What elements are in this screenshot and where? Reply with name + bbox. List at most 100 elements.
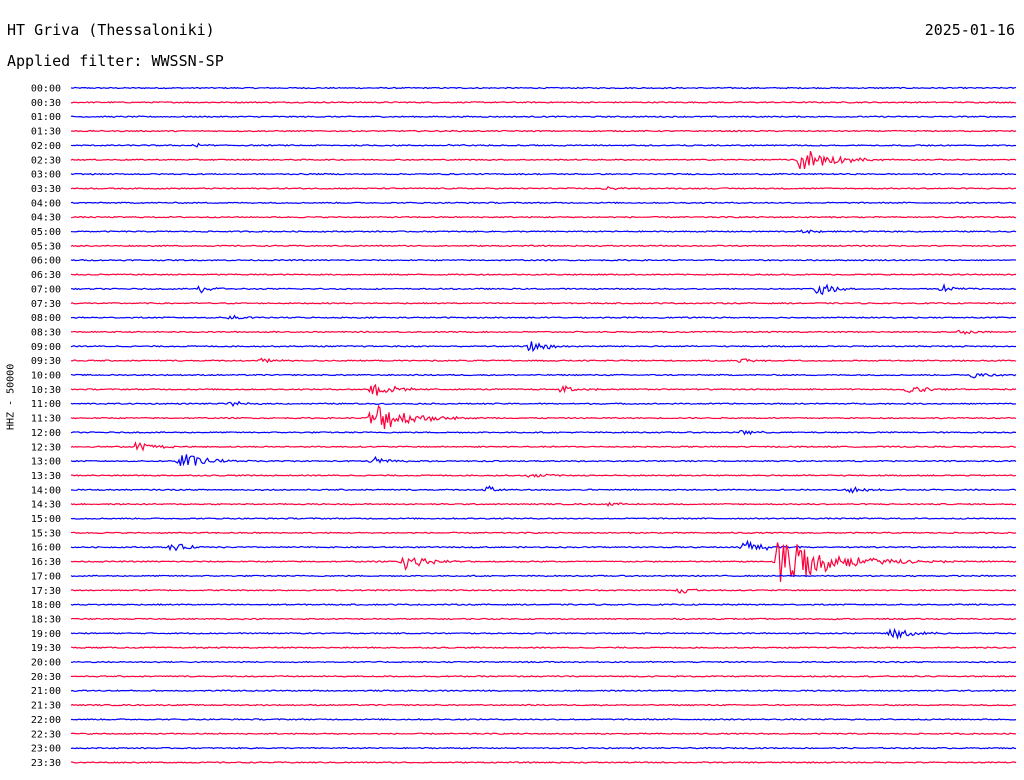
trace-time-labels: 00:00 00:30 01:00 01:30 02:00 02:30 03:00 03:30… [31, 84, 61, 769]
time-tick-label: 01:00 [31, 112, 61, 123]
trace-1400 [70, 485, 1017, 494]
trace-1500 [70, 517, 1017, 520]
time-tick-label: 11:00 [31, 399, 61, 410]
time-tick-label: 19:30 [31, 643, 61, 654]
trace-0930 [70, 357, 1017, 364]
time-tick-label: 21:30 [31, 701, 61, 712]
time-tick-label: 17:30 [31, 586, 61, 597]
trace-1530 [70, 531, 1017, 535]
trace-1430 [70, 501, 1017, 507]
time-tick-label: 09:30 [31, 356, 61, 367]
time-tick-label: 23:00 [31, 744, 61, 755]
trace-0330 [70, 185, 1017, 191]
time-tick-label: 07:30 [31, 299, 61, 310]
time-tick-label: 03:30 [31, 184, 61, 195]
trace-0900 [70, 341, 1017, 353]
time-tick-label: 14:00 [31, 485, 61, 496]
time-tick-label: 00:00 [31, 84, 61, 95]
trace-0000 [70, 86, 1017, 90]
time-tick-label: 20:00 [31, 658, 61, 669]
trace-2230 [70, 732, 1017, 736]
time-tick-label: 13:30 [31, 471, 61, 482]
time-tick-label: 03:00 [31, 170, 61, 181]
trace-1900 [70, 627, 1017, 640]
time-tick-label: 02:00 [31, 141, 61, 152]
trace-0800 [70, 314, 1017, 320]
station-title: HT Griva (Thessaloniki) [7, 21, 215, 39]
time-tick-label: 16:00 [31, 543, 61, 554]
time-tick-label: 15:00 [31, 514, 61, 525]
time-tick-label: 10:00 [31, 371, 61, 382]
time-tick-label: 16:30 [31, 557, 61, 568]
time-tick-label: 01:30 [31, 127, 61, 138]
time-tick-label: 12:30 [31, 442, 61, 453]
time-tick-label: 08:30 [31, 327, 61, 338]
trace-0030 [70, 101, 1017, 104]
trace-1930 [70, 646, 1017, 649]
time-tick-label: 07:00 [31, 284, 61, 295]
time-tick-label: 20:30 [31, 672, 61, 683]
time-tick-label: 04:00 [31, 198, 61, 209]
trace-0830 [70, 329, 1017, 335]
time-tick-label: 11:30 [31, 414, 61, 425]
trace-1330 [70, 473, 1017, 478]
trace-0730 [70, 301, 1017, 305]
time-tick-label: 04:30 [31, 213, 61, 224]
trace-2130 [70, 703, 1017, 707]
trace-0400 [70, 201, 1017, 205]
time-tick-label: 10:30 [31, 385, 61, 396]
trace-0630 [70, 273, 1017, 276]
time-tick-label: 12:00 [31, 428, 61, 439]
trace-0130 [70, 129, 1017, 133]
trace-2000 [70, 660, 1017, 664]
time-tick-label: 00:30 [31, 98, 61, 109]
trace-0700 [70, 283, 1017, 296]
time-tick-label: 08:00 [31, 313, 61, 324]
seismic-traces [70, 86, 1017, 764]
date-label: 2025-01-16 [924, 21, 1015, 39]
trace-1230 [70, 441, 1017, 452]
time-tick-label: 14:30 [31, 500, 61, 511]
trace-2100 [70, 689, 1017, 692]
time-tick-label: 09:00 [31, 342, 61, 353]
trace-2300 [70, 746, 1017, 750]
time-tick-label: 15:30 [31, 528, 61, 539]
time-tick-label: 22:30 [31, 729, 61, 740]
trace-1830 [70, 617, 1017, 621]
trace-1030 [70, 383, 1017, 396]
trace-1130 [70, 404, 1017, 430]
trace-0530 [70, 244, 1017, 248]
trace-0230 [70, 151, 1017, 170]
trace-0500 [70, 229, 1017, 235]
time-tick-label: 22:00 [31, 715, 61, 726]
trace-1630 [70, 542, 1017, 582]
time-tick-label: 18:30 [31, 614, 61, 625]
trace-0600 [70, 258, 1017, 262]
time-tick-label: 06:00 [31, 256, 61, 267]
time-tick-label: 23:30 [31, 758, 61, 769]
trace-2030 [70, 675, 1017, 678]
trace-0430 [70, 215, 1017, 219]
time-tick-label: 06:30 [31, 270, 61, 281]
time-tick-label: 19:00 [31, 629, 61, 640]
time-tick-label: 18:00 [31, 600, 61, 611]
trace-0100 [70, 115, 1017, 118]
trace-1200 [70, 429, 1017, 436]
trace-2200 [70, 718, 1017, 721]
trace-1000 [70, 372, 1017, 379]
trace-1600 [70, 539, 1017, 552]
trace-1100 [70, 400, 1017, 408]
time-tick-label: 17:00 [31, 571, 61, 582]
trace-0300 [70, 172, 1017, 176]
time-tick-label: 05:30 [31, 241, 61, 252]
time-tick-label: 02:30 [31, 155, 61, 166]
trace-1300 [70, 454, 1017, 467]
trace-2330 [70, 761, 1017, 764]
time-tick-label: 13:00 [31, 457, 61, 468]
time-tick-label: 21:00 [31, 686, 61, 697]
trace-1800 [70, 603, 1017, 606]
trace-0200 [70, 142, 1017, 148]
trace-1700 [70, 574, 1017, 578]
time-tick-label: 05:00 [31, 227, 61, 238]
